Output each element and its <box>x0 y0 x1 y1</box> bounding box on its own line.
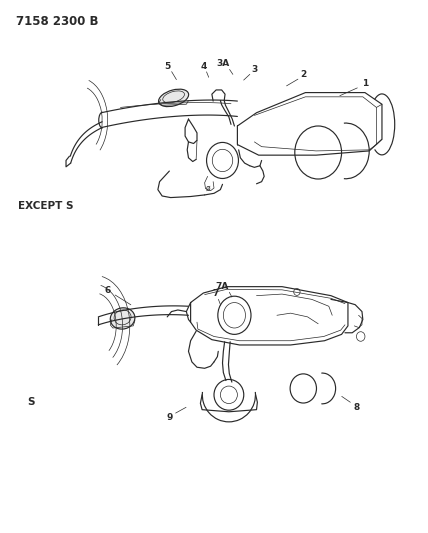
Text: 3A: 3A <box>216 60 229 68</box>
Text: ø: ø <box>205 184 210 193</box>
Text: 8: 8 <box>354 402 360 411</box>
Text: 5: 5 <box>164 62 170 70</box>
Text: S: S <box>27 397 34 407</box>
Text: 7158 2300 B: 7158 2300 B <box>16 14 99 28</box>
Text: 7: 7 <box>212 289 218 298</box>
Text: 9: 9 <box>166 413 172 422</box>
Text: 7A: 7A <box>216 282 229 291</box>
Ellipse shape <box>110 308 135 329</box>
Ellipse shape <box>158 89 189 107</box>
Text: 4: 4 <box>200 62 207 70</box>
Text: 6: 6 <box>104 286 111 295</box>
Text: 1: 1 <box>362 79 368 88</box>
Text: 3: 3 <box>251 64 258 74</box>
Text: 2: 2 <box>300 70 306 79</box>
Text: EXCEPT S: EXCEPT S <box>18 200 74 211</box>
